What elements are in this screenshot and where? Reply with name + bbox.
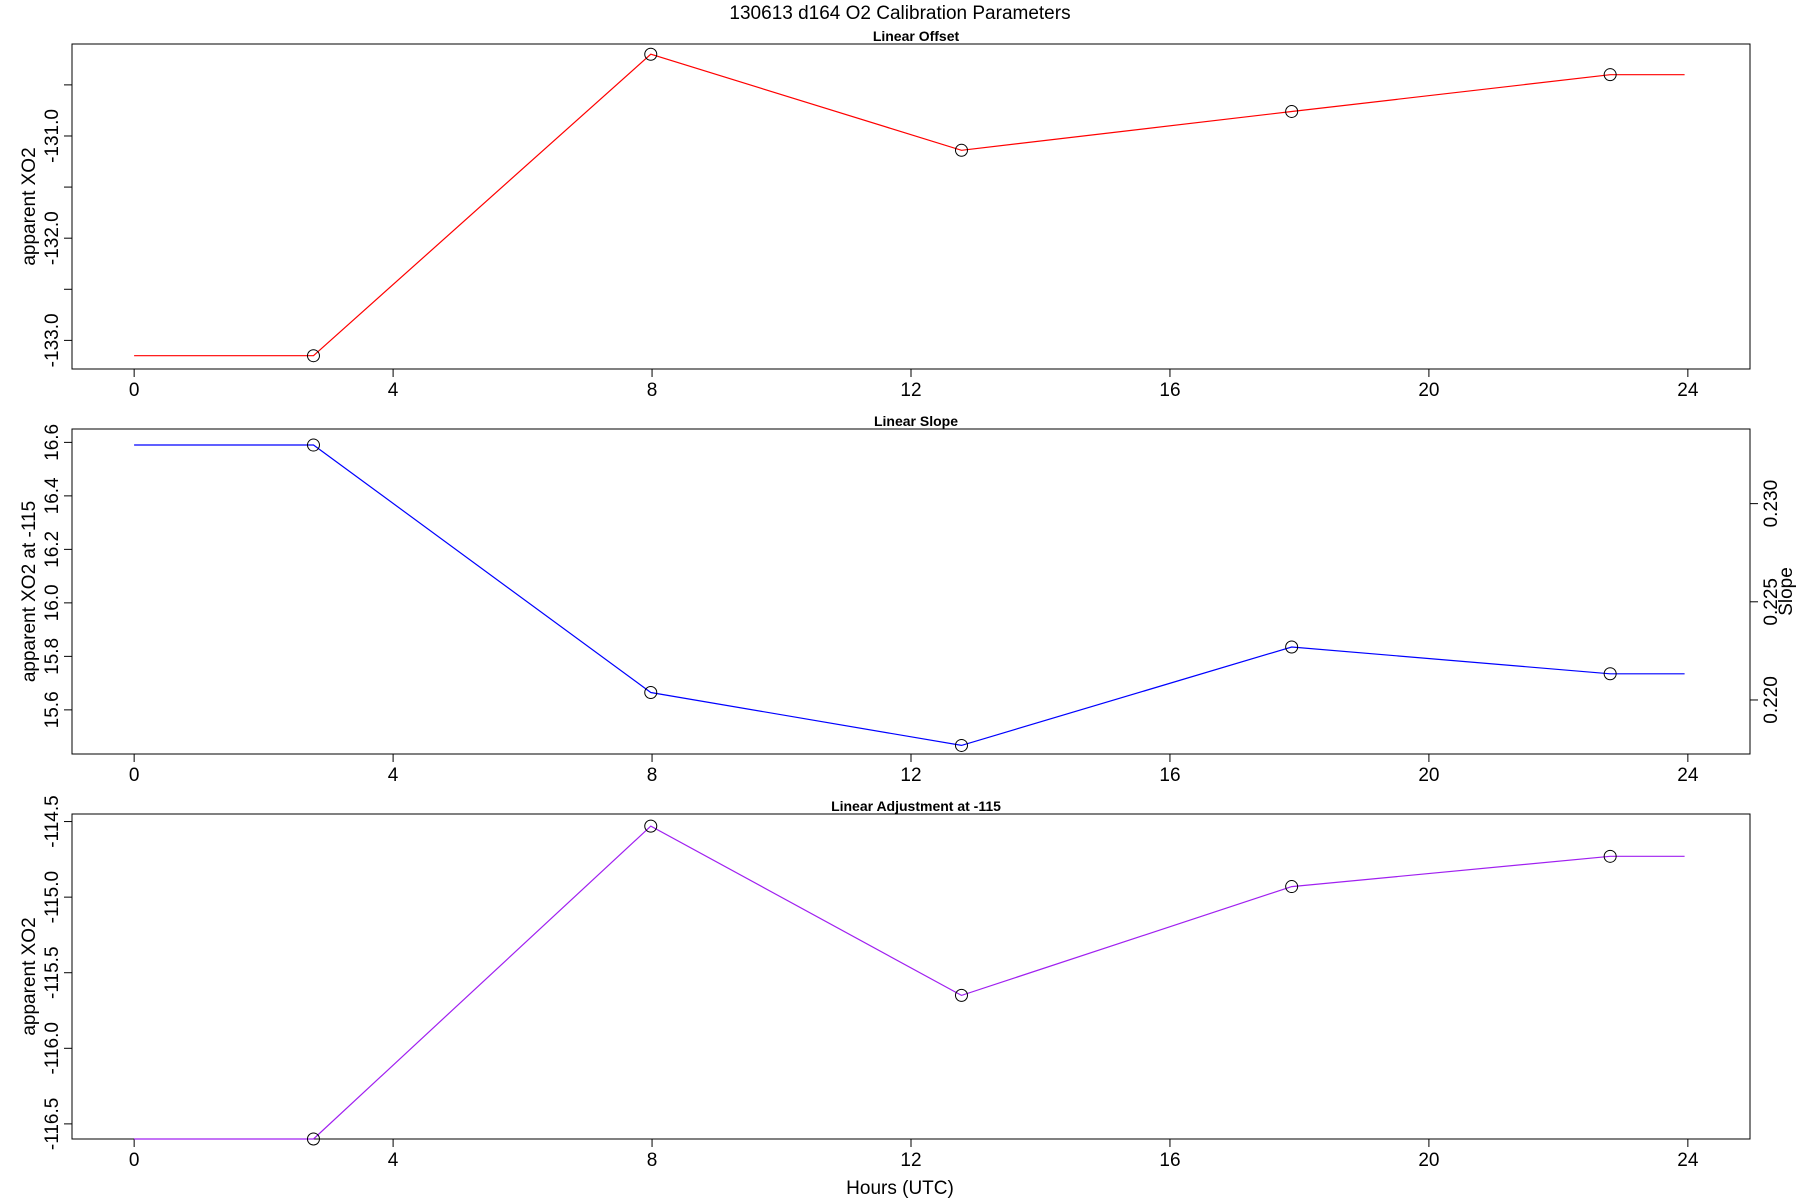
- y-right-tick-label: 0.230: [1761, 480, 1782, 528]
- data-point-marker: [1285, 880, 1299, 894]
- data-point-marker: [306, 349, 320, 363]
- x-tick-label: 24: [1677, 380, 1699, 401]
- data-point-marker: [954, 738, 968, 752]
- x-tick-label: 24: [1677, 765, 1699, 786]
- y-right-axis-title-slope: Slope: [1776, 567, 1797, 616]
- data-point-marker: [1603, 667, 1617, 681]
- y-tick-label: 16.0: [42, 584, 63, 621]
- x-tick-label: 4: [388, 380, 399, 401]
- x-tick-label: 8: [647, 1150, 658, 1171]
- panel-linear-adjustment: Linear Adjustment at -115 0 4 8 12 16 20 24 -116…: [19, 795, 1751, 1171]
- x-tick-label: 20: [1418, 380, 1439, 401]
- x-tick-label: 20: [1418, 765, 1439, 786]
- y-right-tick-label: 0.220: [1761, 676, 1782, 724]
- data-point-marker: [1285, 104, 1299, 118]
- x-tick-label: 0: [129, 1150, 140, 1171]
- plot-frame-offset: [71, 43, 1751, 370]
- x-tick-label: 0: [129, 765, 140, 786]
- y-tick-label: 15.6: [42, 691, 63, 728]
- y-tick-label: -116.5: [42, 1098, 63, 1150]
- data-point-marker: [1285, 640, 1299, 654]
- y-tick-label: 15.8: [42, 638, 63, 675]
- y-tick-label: 16.2: [42, 531, 63, 568]
- data-point-marker: [644, 819, 658, 833]
- x-tick-label: 16: [1159, 1150, 1180, 1171]
- series-line-offset: [134, 53, 1685, 357]
- x-tick-label: 24: [1677, 1150, 1699, 1171]
- y-tick-label: -132.0: [42, 211, 63, 265]
- x-tick-label: 4: [388, 1150, 399, 1171]
- x-tick-label: 16: [1159, 380, 1180, 401]
- y-axis-title-slope: apparent XO2 at -115: [19, 501, 40, 682]
- x-tick-label: 4: [388, 765, 399, 786]
- data-point-marker: [1603, 68, 1617, 82]
- x-tick-label: 0: [129, 380, 140, 401]
- y-tick-label: 16.6: [42, 424, 63, 461]
- x-tick-label: 12: [900, 380, 921, 401]
- x-tick-label: 8: [647, 380, 658, 401]
- panel-title-slope: Linear Slope: [874, 413, 958, 429]
- panel-linear-offset: Linear Offset 0 4 8 12 16 20 24 -133.0 -132.0 -131…: [19, 28, 1751, 401]
- y-tick-label: -133.0: [42, 313, 63, 367]
- plot-frame-slope: [71, 428, 1751, 755]
- panel-title-adjustment: Linear Adjustment at -115: [831, 798, 1001, 814]
- x-tick-label: 12: [900, 765, 921, 786]
- y-right-tick-label: 0.225: [1761, 578, 1782, 626]
- panel-linear-slope: Linear Slope 0 4 8 12 16 20 24 15.6 15.8 16.0 16.2 1…: [19, 413, 1797, 786]
- series-line-slope: [134, 444, 1685, 747]
- data-point-marker: [306, 1132, 320, 1146]
- y-tick-label: 16.4: [42, 477, 63, 514]
- data-point-marker: [1603, 849, 1617, 863]
- y-tick-label: -114.5: [42, 795, 63, 847]
- data-point-marker: [644, 685, 658, 699]
- x-tick-label: 16: [1159, 765, 1180, 786]
- x-tick-label: 20: [1418, 1150, 1439, 1171]
- y-axis-title-adjustment: apparent XO2: [19, 917, 40, 1035]
- y-tick-label: -131.0: [42, 109, 63, 163]
- x-tick-label: 12: [900, 1150, 921, 1171]
- y-tick-label: -116.0: [42, 1022, 63, 1074]
- y-tick-label: -115.5: [42, 946, 63, 998]
- plot-frame-adjustment: [71, 813, 1751, 1140]
- panel-title-offset: Linear Offset: [873, 28, 960, 44]
- y-tick-label: -115.0: [42, 871, 63, 923]
- data-point-marker: [954, 143, 968, 157]
- figure-title: 130613 d164 O2 Calibration Parameters: [729, 3, 1070, 24]
- series-line-adjustment: [134, 825, 1685, 1140]
- data-point-marker: [306, 438, 320, 452]
- x-axis-title: Hours (UTC): [846, 1178, 954, 1199]
- y-axis-title-offset: apparent XO2: [19, 147, 40, 265]
- data-point-marker: [644, 47, 658, 61]
- data-point-marker: [954, 988, 968, 1002]
- x-tick-label: 8: [647, 765, 658, 786]
